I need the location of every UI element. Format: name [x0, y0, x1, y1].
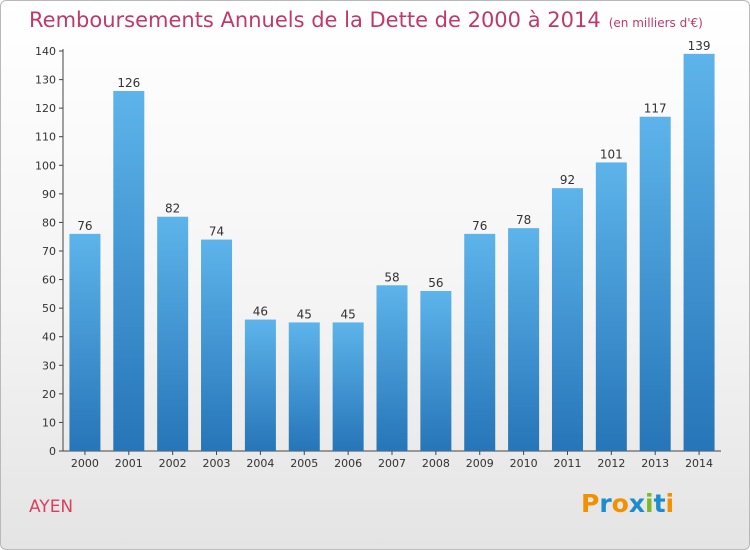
y-tick-label: 100 [35, 159, 56, 172]
bar [508, 228, 540, 451]
bar [332, 322, 364, 451]
x-tick-label: 2014 [685, 457, 713, 470]
bar [288, 322, 320, 451]
x-tick-label: 2009 [466, 457, 494, 470]
y-tick-label: 40 [42, 331, 56, 344]
x-tick-label: 2004 [246, 457, 274, 470]
x-tick-label: 2005 [290, 457, 318, 470]
x-tick-label: 2000 [71, 457, 99, 470]
bar [113, 91, 145, 451]
bar [157, 216, 189, 451]
logo-letter: P [581, 489, 600, 518]
y-tick-label: 90 [42, 188, 56, 201]
bar-value-label: 76 [77, 219, 92, 233]
bar [683, 53, 715, 451]
bar-value-label: 56 [428, 276, 443, 290]
bar-value-label: 74 [209, 225, 224, 239]
bar-value-label: 92 [560, 173, 575, 187]
bar-value-label: 45 [340, 307, 355, 321]
logo-letter: x [628, 489, 645, 518]
logo-letter: i [665, 489, 675, 518]
bar-value-label: 101 [600, 147, 623, 161]
x-tick-label: 2010 [510, 457, 538, 470]
bar [69, 233, 101, 451]
x-tick-label: 2012 [597, 457, 625, 470]
bar-value-label: 117 [644, 102, 667, 116]
chart-title-text: Remboursements Annuels de la Dette de 20… [29, 8, 601, 32]
bar-value-label: 76 [472, 219, 487, 233]
bar-value-label: 126 [117, 76, 140, 90]
y-tick-label: 120 [35, 102, 56, 115]
bar [551, 188, 583, 451]
chart-title: Remboursements Annuels de la Dette de 20… [29, 8, 703, 32]
unit-note: (en milliers d'€) [608, 16, 703, 30]
logo-letter: i [645, 489, 654, 518]
bar-value-label: 139 [688, 39, 711, 53]
logo-letter: o [611, 489, 629, 518]
y-tick-label: 70 [42, 245, 56, 258]
y-tick-label: 60 [42, 274, 56, 287]
y-tick-label: 80 [42, 216, 56, 229]
logo-letter: r [599, 489, 612, 518]
x-tick-label: 2002 [159, 457, 187, 470]
bar-value-label: 78 [516, 213, 531, 227]
bar [639, 116, 671, 451]
x-tick-label: 2013 [641, 457, 669, 470]
y-tick-label: 140 [35, 45, 56, 58]
y-tick-label: 10 [42, 416, 56, 429]
bar-value-label: 82 [165, 202, 180, 216]
y-tick-label: 20 [42, 388, 56, 401]
y-tick-label: 130 [35, 74, 56, 87]
x-tick-label: 2008 [422, 457, 450, 470]
x-tick-label: 2006 [334, 457, 362, 470]
bar [201, 239, 233, 451]
commune-name: AYEN [29, 497, 74, 517]
x-tick-label: 2011 [553, 457, 581, 470]
bar-value-label: 46 [253, 305, 268, 319]
proxiti-logo: Proxiti [581, 489, 674, 518]
bar [420, 291, 452, 451]
bar [595, 162, 627, 451]
x-tick-label: 2007 [378, 457, 406, 470]
bar-value-label: 45 [297, 307, 312, 321]
bar [464, 233, 496, 451]
y-tick-label: 30 [42, 359, 56, 372]
x-tick-label: 2001 [115, 457, 143, 470]
bar [376, 285, 408, 451]
y-tick-label: 0 [49, 445, 56, 458]
logo-letter: t [653, 489, 666, 518]
y-tick-label: 110 [35, 131, 56, 144]
x-tick-label: 2003 [203, 457, 231, 470]
bar-value-label: 58 [384, 270, 399, 284]
bar [244, 319, 276, 451]
y-tick-label: 50 [42, 302, 56, 315]
